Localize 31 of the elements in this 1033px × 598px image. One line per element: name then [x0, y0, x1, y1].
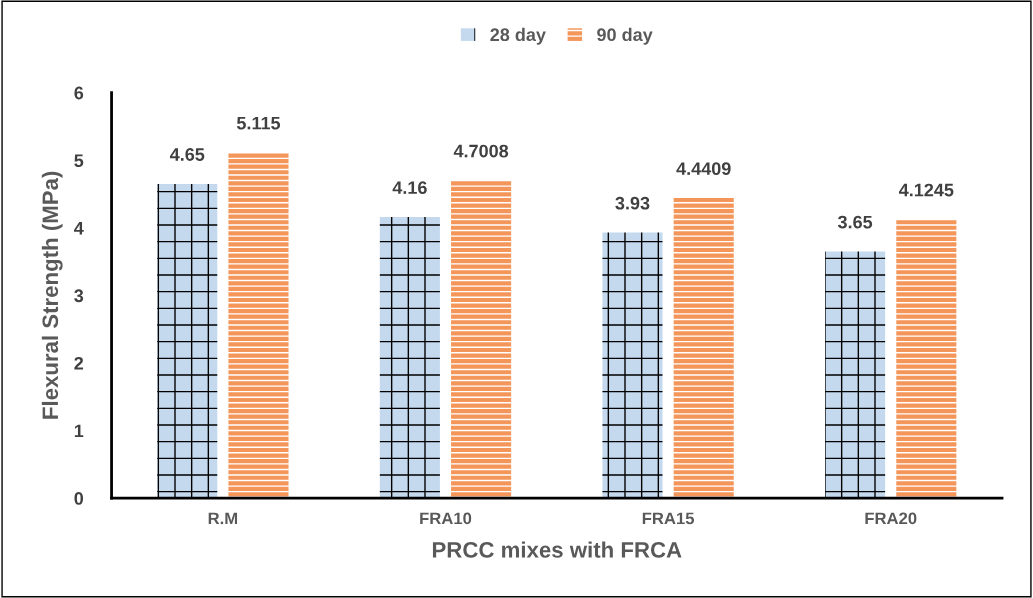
- y-tick-label: 0: [74, 492, 84, 505]
- bar: [602, 232, 663, 499]
- bar: [673, 198, 734, 499]
- y-tick-label: 3: [74, 289, 84, 303]
- x-tick-label: FRA10: [420, 512, 472, 525]
- data-label: 3.93: [615, 196, 650, 210]
- y-axis-title: Flexural Strength (MPa): [41, 171, 63, 419]
- bar: [896, 219, 957, 499]
- data-label: 4.16: [392, 181, 427, 195]
- data-label: 4.65: [169, 148, 205, 161]
- data-label: 5.115: [236, 116, 281, 130]
- x-axis-title: PRCC mixes with FRCA: [432, 541, 682, 558]
- data-label: 3.65: [837, 215, 873, 229]
- x-tick-label: FRA15: [642, 512, 695, 525]
- y-tick-label: 4: [74, 221, 84, 235]
- bar: [451, 180, 512, 499]
- y-tick-label: 6: [74, 86, 84, 100]
- x-tick-label: FRA20: [865, 512, 917, 525]
- bar: [379, 217, 440, 499]
- y-tick-label: 1: [74, 424, 84, 438]
- legend-label: 90 day: [597, 27, 653, 45]
- y-tick-label: 2: [74, 356, 84, 370]
- data-label: 4.4409: [676, 162, 731, 176]
- bar: [825, 251, 886, 499]
- x-tick-label: R.M: [208, 512, 238, 525]
- data-label: 4.1245: [898, 183, 954, 197]
- data-label: 4.7008: [453, 144, 509, 158]
- bar: [157, 183, 218, 499]
- bar: [228, 152, 289, 499]
- y-tick-label: 5: [74, 154, 84, 167]
- legend-label: 28 day: [490, 27, 546, 45]
